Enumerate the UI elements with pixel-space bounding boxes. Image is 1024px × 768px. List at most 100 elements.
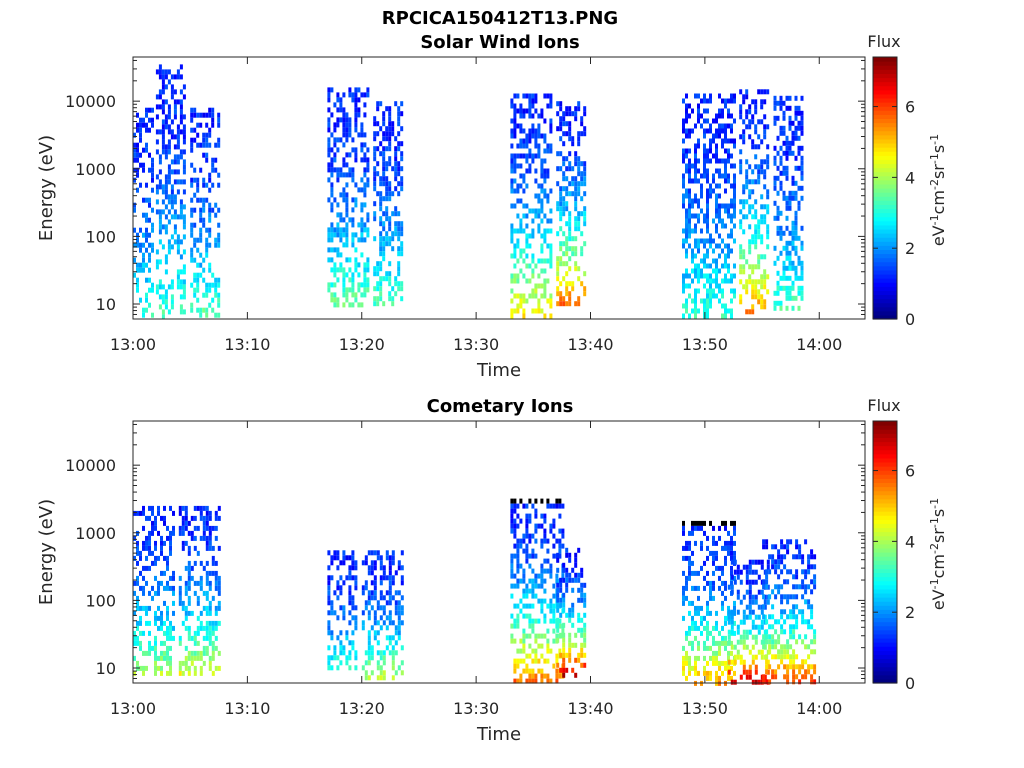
- spectrogram-cell: [363, 272, 367, 278]
- spectrogram-cell: [367, 610, 371, 616]
- spectrogram-cell: [202, 660, 206, 666]
- spectrogram-cell: [562, 176, 566, 182]
- spectrogram-cell: [178, 505, 182, 511]
- spectrogram-cell: [580, 116, 584, 122]
- spectrogram-cell: [694, 660, 697, 666]
- spectrogram-cell: [798, 609, 802, 615]
- spectrogram-cell: [556, 101, 560, 107]
- spectrogram-cell: [777, 649, 781, 655]
- spectrogram-cell: [780, 559, 784, 565]
- spectrogram-cell: [685, 580, 688, 586]
- spectrogram-cell: [336, 580, 340, 586]
- spectrogram-cell: [531, 668, 535, 674]
- spectrogram-cell: [330, 267, 334, 273]
- spectrogram-cell: [379, 126, 383, 132]
- spectrogram-cell: [795, 569, 799, 575]
- spectrogram-cell: [142, 585, 145, 591]
- spectrogram-cell: [163, 655, 166, 661]
- spectrogram-cell: [136, 640, 139, 646]
- spectrogram-cell: [519, 228, 523, 234]
- spectrogram-cell: [196, 640, 200, 646]
- spectrogram-cell: [760, 99, 764, 105]
- spectrogram-cell: [724, 540, 727, 546]
- spectrogram-cell: [330, 257, 334, 263]
- spectrogram-cell: [161, 89, 165, 95]
- spectrogram-cell: [715, 228, 718, 234]
- spectrogram-cell: [715, 118, 718, 124]
- spectrogram-cell: [712, 650, 715, 656]
- spectrogram-cell: [779, 155, 783, 161]
- spectrogram-cell: [721, 143, 724, 149]
- spectrogram-cell: [342, 610, 346, 616]
- spectrogram-cell: [712, 535, 715, 541]
- spectrogram-cell: [736, 589, 740, 595]
- spectrogram-cell: [513, 668, 517, 674]
- spectrogram-cell: [700, 173, 703, 179]
- spectrogram-cell: [718, 565, 721, 571]
- spectrogram-cell: [685, 233, 688, 239]
- spectrogram-cell: [196, 132, 200, 138]
- spectrogram-cell: [556, 637, 560, 643]
- spectrogram-cell: [342, 272, 346, 278]
- spectrogram-cell: [516, 243, 520, 249]
- colorbar-segment: [873, 142, 897, 148]
- spectrogram-cell: [382, 650, 386, 656]
- spectrogram-cell: [766, 559, 770, 565]
- spectrogram-cell: [385, 191, 389, 197]
- spectrogram-cell: [397, 171, 401, 177]
- spectrogram-cell: [709, 273, 712, 279]
- spectrogram-cell: [537, 668, 541, 674]
- spectrogram-cell: [580, 597, 584, 603]
- spectrogram-cell: [379, 291, 383, 297]
- spectrogram-cell: [797, 165, 801, 171]
- spectrogram-cell: [367, 650, 371, 656]
- spectrogram-cell: [327, 585, 331, 591]
- spectrogram-cell: [724, 660, 727, 666]
- spectrogram-cell: [773, 300, 777, 306]
- spectrogram-cell: [348, 595, 352, 601]
- spectrogram-cell: [382, 196, 386, 202]
- spectrogram-cell: [351, 222, 355, 228]
- spectrogram-cell: [742, 564, 746, 570]
- colorbar-segment: [873, 310, 897, 316]
- spectrogram-cell: [342, 615, 346, 621]
- spectrogram-cell: [351, 292, 355, 298]
- spectrogram-cell: [184, 665, 188, 671]
- y-tick-label: 10000: [65, 92, 116, 111]
- spectrogram-cell: [342, 650, 346, 656]
- spectrogram-cell: [685, 163, 688, 169]
- spectrogram-cell: [556, 151, 560, 157]
- spectrogram-cell: [577, 587, 581, 593]
- spectrogram-cell: [730, 545, 733, 551]
- spectrogram-cell: [370, 590, 374, 596]
- spectrogram-cell: [164, 154, 168, 160]
- spectrogram-cell: [382, 565, 386, 571]
- spectrogram-cell: [766, 144, 770, 150]
- spectrogram-cell: [217, 302, 221, 308]
- spectrogram-cell: [685, 630, 688, 636]
- spectrogram-cell: [742, 134, 746, 140]
- spectrogram-cell: [777, 584, 781, 590]
- spectrogram-cell: [196, 112, 200, 118]
- spectrogram-cell: [382, 121, 386, 127]
- colorbar-segment: [873, 126, 897, 132]
- spectrogram-cell: [155, 94, 159, 100]
- spectrogram-cell: [783, 644, 787, 650]
- spectrogram-cell: [788, 290, 792, 296]
- colorbar-segment: [873, 233, 897, 238]
- spectrogram-cell: [745, 124, 749, 130]
- spectrogram-cell: [379, 246, 383, 252]
- spectrogram-cell: [789, 539, 793, 545]
- spectrogram-cell: [724, 555, 727, 561]
- spectrogram-cell: [342, 555, 346, 561]
- spectrogram-cell: [546, 638, 550, 644]
- spectrogram-cell: [373, 615, 377, 621]
- spectrogram-cell: [397, 146, 401, 152]
- spectrogram-cell: [751, 189, 755, 195]
- spectrogram-cell: [164, 304, 168, 310]
- spectrogram-cell: [519, 218, 523, 224]
- spectrogram-cell: [751, 264, 755, 270]
- spectrogram-cell: [783, 654, 787, 660]
- spectrogram-cell: [367, 615, 371, 621]
